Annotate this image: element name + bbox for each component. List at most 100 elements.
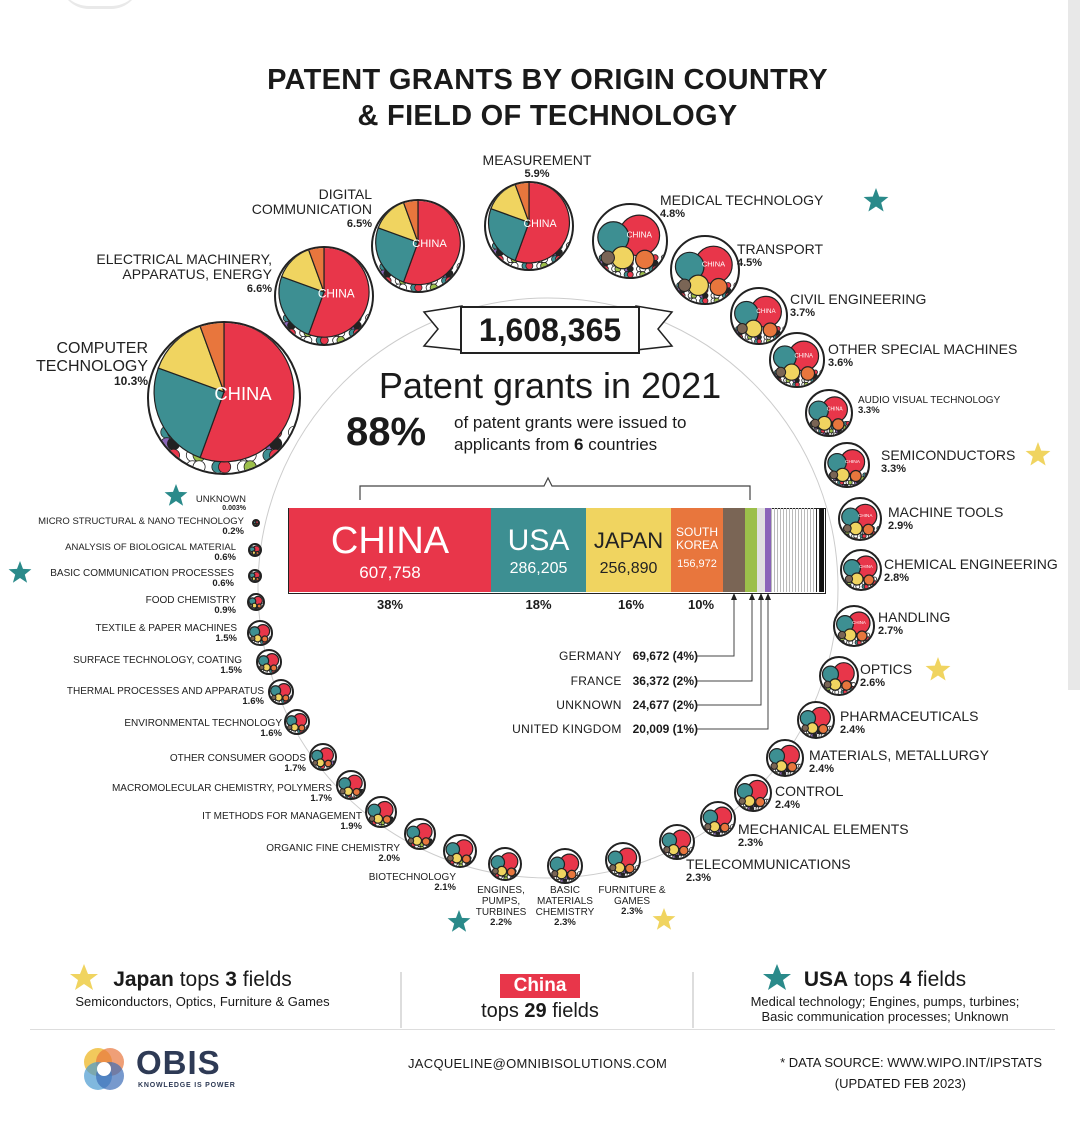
field-name: TEXTILE & PAPER MACHINES — [95, 623, 237, 634]
field-name: MACHINE TOOLS — [888, 504, 1004, 520]
field-bubble — [268, 679, 294, 705]
field-pct: 2.0% — [378, 853, 400, 864]
field-pct: 2.8% — [884, 572, 910, 585]
field-bubble — [309, 743, 337, 771]
field-name: ANALYSIS OF BIOLOGICAL MATERIAL — [65, 542, 236, 553]
field-bubble: CHINA — [824, 442, 870, 488]
star-icon — [652, 908, 676, 930]
other-country-stripe — [789, 508, 790, 592]
japan-star-icon — [70, 964, 98, 990]
other-country-stripe — [774, 508, 775, 592]
field-name: TRANSPORT — [737, 241, 824, 257]
field-bubble — [248, 569, 262, 583]
field-label: CONTROL 2.4% — [775, 783, 885, 812]
bar-segment-japan: JAPAN 256,890 — [586, 508, 671, 592]
scrollbar[interactable] — [1068, 0, 1080, 690]
obis-logo-icon — [84, 1048, 124, 1090]
field-name: THERMAL PROCESSES AND APPARATUS — [66, 686, 264, 697]
field-pct: 5.9% — [524, 168, 550, 181]
field-label: PHARMACEUTICALS 2.4% — [840, 708, 1010, 736]
field-name: UNKNOWN — [195, 494, 246, 505]
bar-value-japan: 256,890 — [599, 560, 658, 577]
share-usa: 18% — [525, 597, 552, 612]
field-pct: 2.3% — [686, 872, 712, 885]
bubble-label-china: CHINA — [859, 564, 873, 569]
logo-name: OBIS — [136, 1044, 221, 1081]
field-pct: 0.003% — [222, 505, 246, 513]
field-bubble — [766, 739, 804, 777]
other-country-stripe — [804, 508, 805, 592]
other-country-stripe — [771, 508, 772, 592]
share-japan: 16% — [617, 597, 645, 612]
field-name: MATERIALS, METALLURGY — [809, 747, 989, 763]
field-name: MICRO STRUCTURAL & NANO TECHNOLOGY — [38, 516, 244, 527]
field-label: BIOTECHNOLOGY 2.1% — [360, 872, 456, 893]
field-pct: 4.5% — [737, 257, 763, 270]
bar-segment-unknown — [757, 508, 765, 592]
field-label: CIVIL ENGINEERING 3.7% — [790, 291, 990, 320]
field-pct: 1.5% — [215, 633, 237, 644]
field-name: CHEMICAL ENGINEERING — [884, 556, 1058, 572]
other-country-stripe — [810, 508, 811, 592]
field-label: MICRO STRUCTURAL & NANO TECHNOLOGY 0.2% — [30, 516, 244, 538]
star-icon — [164, 484, 188, 506]
france-row: FRANCE 36,372 (2%) — [570, 674, 698, 688]
field-label: OTHER CONSUMER GOODS 1.7% — [130, 753, 306, 774]
field-pct: 3.3% — [858, 405, 880, 416]
field-label: TRANSPORT 4.5% — [737, 241, 877, 270]
star-icon — [1025, 442, 1051, 466]
other-country-stripe — [786, 508, 787, 592]
field-name: ENVIRONMENTAL TECHNOLOGY — [124, 718, 282, 729]
field-bubble: CHINA — [670, 235, 740, 305]
field-pct: 2.4% — [809, 763, 835, 776]
field-bubble — [252, 519, 260, 527]
bubble-label-china: CHINA — [795, 353, 814, 359]
other-country-stripe — [807, 508, 808, 592]
field-label: HANDLING 2.7% — [878, 609, 988, 637]
connector-line — [697, 598, 753, 682]
field-label: ENGINES, PUMPS, TURBINES 2.2% — [470, 885, 532, 928]
field-pct: 2.3% — [621, 906, 643, 917]
field-name: BIOTECHNOLOGY — [368, 872, 456, 883]
uk-row: UNITED KINGDOM 20,009 (1%) — [512, 722, 698, 736]
field-label: MACROMOLECULAR CHEMISTRY, POLYMERS 1.7% — [90, 783, 332, 804]
field-bubble — [247, 620, 273, 646]
bubble-label-china: CHINA — [412, 238, 447, 250]
field-label: FURNITURE & GAMES 2.3% — [598, 885, 666, 917]
china-summary: China tops 29 fields — [481, 974, 599, 1022]
field-bubble — [443, 834, 477, 868]
field-pct: 3.7% — [790, 307, 816, 320]
field-label: TEXTILE & PAPER MACHINES 1.5% — [60, 623, 237, 644]
germany-row: GERMANY 69,672 (4%) — [558, 649, 698, 663]
bubble-label-china: CHINA — [756, 308, 776, 315]
field-bubble: CHINA — [769, 332, 825, 388]
field-pct: 1.9% — [340, 821, 362, 832]
field-name: AUDIO VISUAL TECHNOLOGY — [858, 395, 1001, 406]
contact-email[interactable]: JACQUELINE@OMNIBISOLUTIONS.COM — [408, 1056, 668, 1071]
bar-value-korea: 156,972 — [677, 558, 717, 570]
field-name: OTHER CONSUMER GOODS — [169, 753, 306, 764]
connector-line — [697, 598, 769, 730]
field-label: THERMAL PROCESSES AND APPARATUS 1.6% — [40, 686, 264, 707]
title-line-1: PATENT GRANTS BY ORIGIN COUNTRY — [267, 64, 828, 96]
field-bubble: CHINA — [833, 605, 875, 647]
field-pct: 2.3% — [738, 837, 764, 850]
field-bubble — [336, 770, 366, 800]
field-bubble: CHINA — [840, 549, 882, 591]
field-label: BASIC COMMUNICATION PROCESSES 0.6% — [38, 568, 234, 589]
unknown-row: UNKNOWN 24,677 (2%) — [556, 698, 698, 712]
field-label: BASIC MATERIALS CHEMISTRY 2.3% — [530, 885, 600, 928]
star-icon — [8, 561, 32, 583]
field-name: FURNITURE & GAMES — [598, 885, 666, 907]
bar-segment-others — [771, 508, 824, 592]
field-bubble: CHINA — [805, 389, 853, 437]
field-name: ELECTRICAL MACHINERY, APPARATUS, ENERGY — [96, 251, 272, 283]
field-name: CIVIL ENGINEERING — [790, 291, 927, 307]
field-bubble — [700, 801, 736, 837]
field-label: MATERIALS, METALLURGY 2.4% — [809, 747, 1009, 776]
field-pct: 2.1% — [434, 882, 456, 893]
data-updated: (UPDATED FEB 2023) — [834, 1076, 966, 1091]
field-pct: 2.4% — [775, 799, 801, 812]
other-country-stripe — [819, 508, 820, 592]
